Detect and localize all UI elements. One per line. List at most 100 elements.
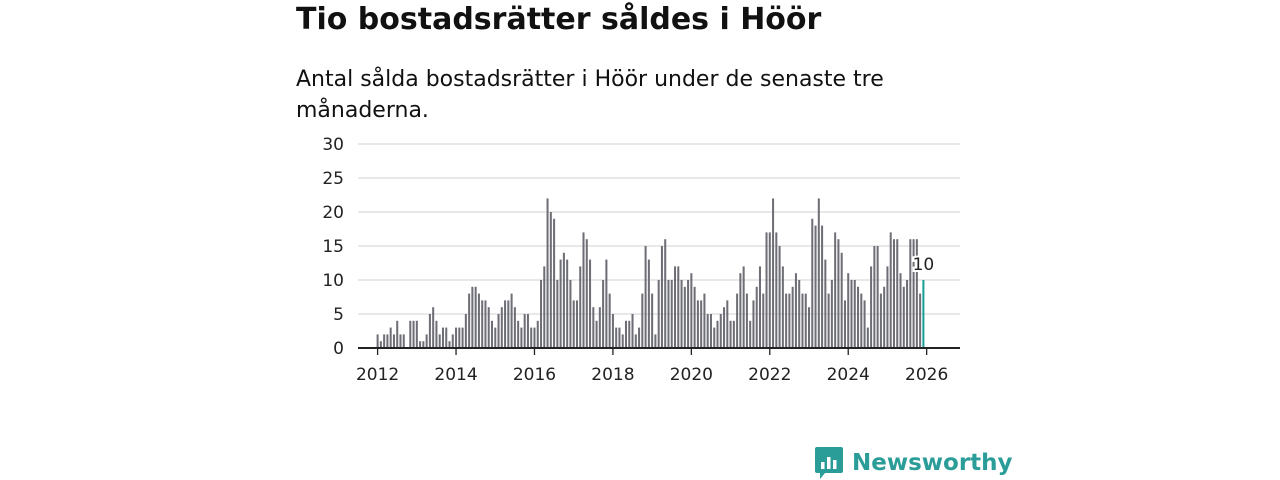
bar (912, 239, 915, 348)
bar (716, 320, 719, 348)
x-tick-label: 2014 (434, 365, 477, 385)
bar (709, 314, 712, 348)
bar (638, 327, 641, 348)
bar (641, 293, 644, 348)
bar (399, 334, 402, 348)
latest-value-label: 10 (913, 255, 935, 275)
bar (392, 334, 395, 348)
bar (628, 320, 631, 348)
bar (772, 198, 775, 348)
bar (579, 266, 582, 348)
bar (556, 280, 559, 348)
bar (749, 320, 752, 348)
bar (693, 286, 696, 348)
bar (811, 218, 814, 348)
x-tick-label: 2018 (591, 365, 634, 385)
bar (536, 320, 539, 348)
bar (507, 300, 510, 348)
bar (602, 280, 605, 348)
bar (458, 327, 461, 348)
bar (435, 320, 438, 348)
bar (752, 300, 755, 348)
x-tick-label: 2026 (905, 365, 948, 385)
bar (624, 320, 628, 348)
bar (608, 293, 611, 348)
bar (726, 300, 729, 348)
bar (664, 239, 667, 348)
bar (631, 314, 634, 348)
bar (814, 225, 817, 348)
bar (445, 327, 448, 348)
bar (611, 314, 614, 348)
bar (899, 273, 902, 348)
y-tick-label: 10 (322, 271, 344, 291)
bar-chart: 0 5 10 15 20 25 30 2012 2014 2016 2018 2020 2022 202… (322, 135, 960, 385)
bar (595, 320, 598, 348)
bar (494, 327, 497, 348)
bar (703, 293, 706, 348)
y-tick-label: 25 (322, 169, 344, 189)
bar (660, 246, 663, 348)
bar (562, 252, 565, 348)
bar (422, 341, 425, 348)
bar (909, 239, 912, 348)
chart-title: Tio bostadsrätter såldes i Höör (296, 2, 822, 37)
bar (432, 307, 435, 348)
bar (837, 239, 840, 348)
bar (700, 300, 703, 348)
bar (785, 293, 788, 348)
bar (647, 259, 650, 348)
bar (739, 273, 742, 348)
bar (428, 314, 431, 348)
bar (530, 327, 533, 348)
bar (840, 252, 843, 348)
bar (520, 327, 523, 348)
bar (569, 280, 572, 348)
bar (575, 300, 578, 348)
bar (847, 273, 850, 348)
bar (490, 320, 494, 348)
bar (830, 280, 833, 348)
bar (732, 320, 735, 348)
bar (674, 266, 677, 348)
newsworthy-logo: Newsworthy (814, 446, 1013, 480)
bar (500, 307, 503, 348)
bar (513, 307, 516, 348)
bar (546, 198, 549, 348)
bar (863, 300, 866, 348)
bar (886, 266, 889, 348)
bar (589, 259, 592, 348)
bar (533, 327, 536, 348)
bar (415, 320, 418, 348)
bar (690, 273, 693, 348)
bar (409, 320, 412, 348)
bar (559, 259, 562, 348)
bar (723, 307, 726, 348)
bar (481, 300, 484, 348)
bar (791, 286, 794, 348)
bar (713, 327, 716, 348)
bar (451, 334, 454, 348)
bar (438, 334, 441, 348)
x-tick-label: 2012 (356, 365, 399, 385)
bar (376, 334, 379, 348)
bar (566, 259, 569, 348)
bar (644, 246, 647, 348)
y-tick-label: 5 (333, 305, 344, 325)
bar (540, 280, 543, 348)
bar (798, 280, 801, 348)
bar (821, 225, 824, 348)
bar (853, 280, 856, 348)
bar (670, 280, 673, 348)
bar (687, 280, 690, 348)
bar (618, 327, 621, 348)
bar (906, 280, 909, 348)
bar (902, 286, 905, 348)
bar (419, 341, 422, 348)
bar (448, 341, 451, 348)
bar (889, 232, 892, 348)
bar (585, 239, 588, 348)
bar (605, 259, 608, 348)
bar (543, 266, 546, 348)
bar (657, 280, 660, 348)
